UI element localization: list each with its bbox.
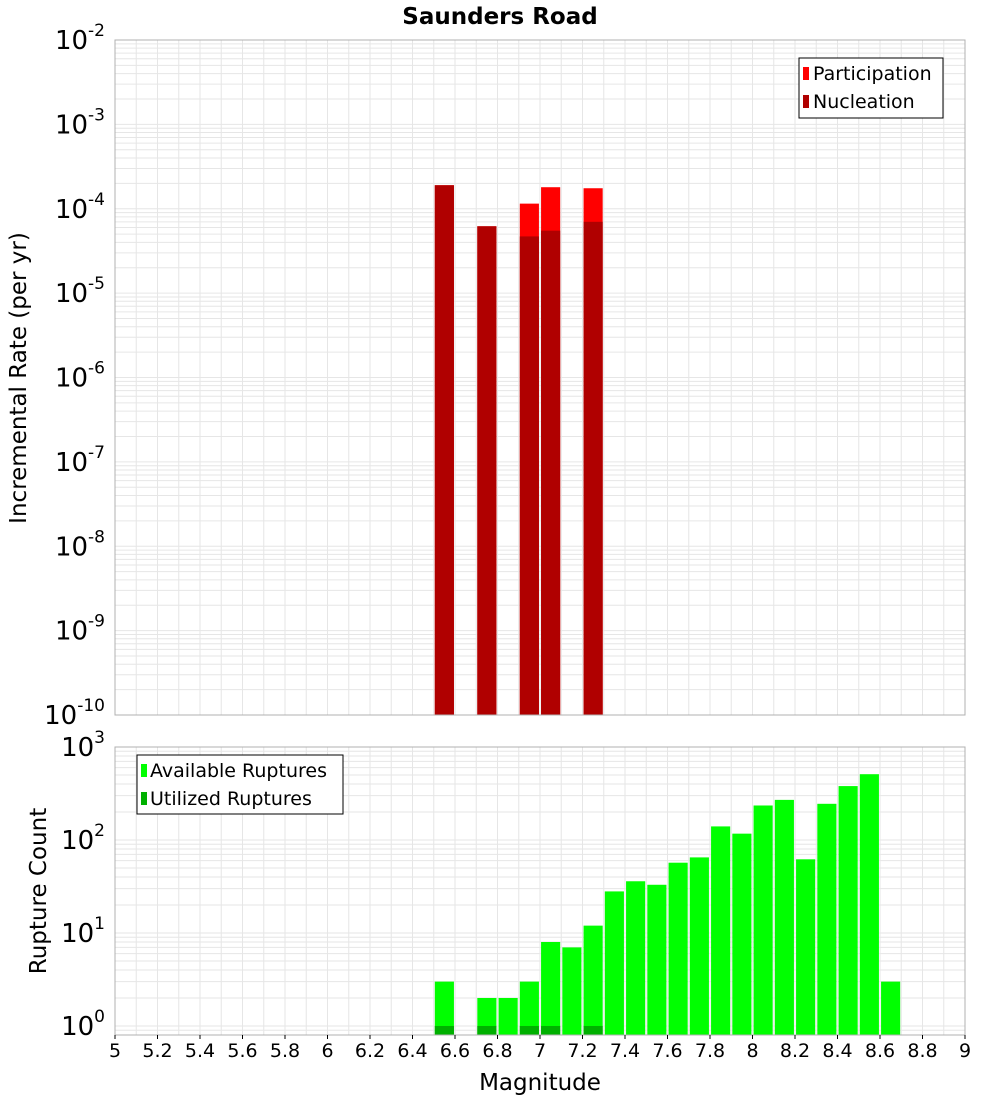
top-panel: 10-10 10-9 10-8 10-7 10-6 10-5 10-4 10-3 10-2 In… [6,21,966,731]
nucleation-legend-swatch [803,95,809,108]
bottom-legend-box [136,754,344,815]
x-tick-label: 5.4 [185,1040,215,1062]
x-tick-label: 6.4 [397,1040,427,1062]
x-tick-label: 6.8 [482,1040,512,1062]
top-legend-box [798,57,944,119]
utilized-bar [519,1025,539,1035]
x-axis-label: Magnitude [479,1070,601,1096]
x-tick-label: 7 [534,1040,546,1062]
bottom-legend: Available Ruptures Utilized Ruptures [136,754,344,815]
x-tick-label: 6 [321,1040,333,1062]
top-plot-frame [114,39,966,716]
top-y-ticks: 10-10 10-9 10-8 10-7 10-6 10-5 10-4 10-3 10-2 [44,21,105,731]
available-bar [711,826,731,1035]
chart-title: Saunders Road [402,4,597,30]
top-y-tick-label: 10-6 [55,359,105,394]
x-tick-label: 8.4 [822,1040,852,1062]
available-bar [562,947,582,1035]
x-tick-label: 6.6 [440,1040,470,1062]
available-bar [796,859,816,1035]
utilized-bar [477,1025,497,1035]
available-bar [774,799,794,1035]
x-tick-label: 8.6 [865,1040,895,1062]
utilized-bar [541,1025,561,1035]
bottom-y-axis-label: Rupture Count [26,808,52,974]
available-bar [519,981,539,1035]
x-tick-label: 8.8 [907,1040,937,1062]
top-bars [434,185,603,716]
x-tick-label: 5.2 [142,1040,172,1062]
available-bar [541,942,561,1035]
bottom-y-tick-label: 103 [61,728,105,763]
nucleation-bar [583,221,603,715]
top-y-tick-label: 10-8 [55,527,105,562]
x-tick-label: 7.6 [652,1040,682,1062]
available-bar [498,997,518,1035]
utilized-legend-swatch [141,792,147,805]
x-tick-label: 7.2 [567,1040,597,1062]
top-y-axis-label: Incremental Rate (per yr) [6,232,32,524]
top-grid [115,39,965,716]
available-bar [732,833,752,1035]
available-bar [689,857,709,1035]
nucleation-bar [434,185,454,715]
nucleation-bar [519,236,539,715]
top-y-tick-label: 10-9 [55,612,105,647]
top-y-tick-label: 10-7 [55,443,105,478]
x-ticks: 5 5.2 5.4 5.6 5.8 6 6.2 6.4 6.6 6.8 7 7.2 7.4 7.6 7.8 8… [109,1035,971,1062]
bottom-panel: 100 101 102 103 5 5.2 5.4 5.6 5.8 6 6.2 6.4 6.6 6.8 7… [26,728,971,1096]
top-y-tick-label: 10-3 [55,105,105,140]
available-bar [626,881,646,1035]
utilized-legend-label: Utilized Ruptures [150,788,312,810]
bottom-y-tick-label: 102 [61,821,105,856]
x-tick-label: 6.2 [355,1040,385,1062]
participation-legend-swatch [803,67,809,80]
x-tick-label: 5 [109,1040,121,1062]
bottom-bars [434,774,901,1035]
x-tick-label: 7.4 [610,1040,640,1062]
available-bar [583,925,603,1035]
available-bar [859,774,879,1035]
top-y-tick-label: 10-5 [55,274,105,309]
x-tick-label: 7.8 [695,1040,725,1062]
available-bar [753,805,773,1035]
bottom-y-tick-label: 101 [61,914,105,949]
x-tick-label: 8.2 [780,1040,810,1062]
x-tick-label: 9 [959,1040,971,1062]
available-bar [647,884,667,1035]
available-bar [604,891,624,1035]
nucleation-legend-label: Nucleation [813,91,915,113]
bottom-y-tick-label: 100 [61,1007,105,1042]
nucleation-bar [541,230,561,715]
participation-legend-label: Participation [813,63,932,85]
top-legend: Participation Nucleation [798,57,944,119]
utilized-bar [583,1025,603,1035]
available-bar [434,981,454,1035]
top-y-tick-label: 10-2 [55,21,105,56]
available-bar [881,981,901,1035]
top-y-tick-label: 10-10 [44,696,105,731]
available-bar [477,997,497,1035]
available-bar [817,803,837,1035]
bottom-y-ticks: 100 101 102 103 [61,728,105,1042]
available-legend-label: Available Ruptures [150,760,327,782]
nucleation-bar [477,226,497,715]
x-tick-label: 8 [746,1040,758,1062]
top-y-tick-label: 10-4 [55,190,105,225]
x-tick-label: 5.6 [227,1040,257,1062]
available-legend-swatch [141,764,147,777]
available-bar [668,862,688,1035]
available-bar [838,786,858,1035]
utilized-bar [434,1025,454,1035]
x-tick-label: 5.8 [270,1040,300,1062]
